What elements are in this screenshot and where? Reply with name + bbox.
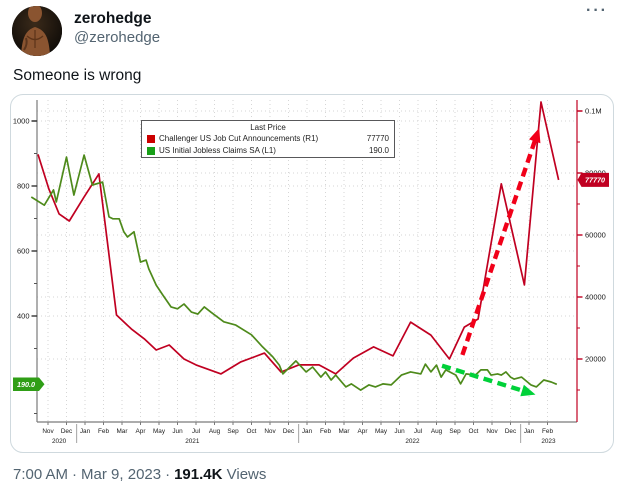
svg-text:Dec: Dec: [505, 428, 517, 435]
series-us-initial-jobless-claims-sa: [30, 154, 558, 391]
svg-text:2020: 2020: [52, 438, 67, 445]
tweet-text: Someone is wrong: [13, 67, 142, 84]
svg-text:400: 400: [17, 312, 30, 321]
legend-label-challenger: Challenger US Job Cut Announcements (R1): [159, 134, 319, 143]
svg-text:Oct: Oct: [469, 428, 479, 435]
left-axis-labels: 1000 800 600 400: [13, 117, 37, 414]
tweet-date: Mar 9, 2023: [81, 466, 162, 483]
more-options-icon[interactable]: ···: [586, 2, 608, 19]
svg-text:Dec: Dec: [61, 428, 73, 435]
svg-text:Jan: Jan: [80, 428, 91, 435]
svg-text:40000: 40000: [585, 292, 606, 301]
legend-swatch-red: [147, 134, 155, 143]
x-axis-labels: Nov Dec Jan Feb Mar Apr May Jun Jul Aug Sep Oct Nov D…: [42, 422, 556, 445]
svg-text:Oct: Oct: [247, 428, 257, 435]
svg-text:20000: 20000: [585, 355, 606, 364]
legend-title: Last Price: [250, 123, 286, 132]
svg-text:Dec: Dec: [283, 428, 295, 435]
svg-text:Jul: Jul: [192, 428, 200, 435]
svg-text:Nov: Nov: [264, 428, 276, 435]
svg-text:2022: 2022: [405, 438, 420, 445]
svg-text:Jun: Jun: [172, 428, 183, 435]
svg-text:Jun: Jun: [394, 428, 405, 435]
views-count: 191.4K: [174, 466, 223, 483]
views-label: Views: [226, 466, 267, 483]
svg-text:Apr: Apr: [358, 428, 369, 435]
avatar[interactable]: [12, 6, 62, 56]
svg-text:77770: 77770: [585, 176, 605, 185]
tweet-header: zerohedge @zerohedge ···: [0, 0, 624, 56]
legend-value-challenger: 77770: [366, 134, 389, 143]
avatar-torso-image: [12, 6, 62, 56]
chart-legend: Last Price Challenger US Job Cut Announc…: [141, 120, 395, 158]
svg-text:Aug: Aug: [431, 428, 443, 435]
svg-text:2021: 2021: [185, 438, 200, 445]
svg-text:Feb: Feb: [542, 428, 553, 435]
svg-text:Feb: Feb: [98, 428, 109, 435]
svg-text:60000: 60000: [585, 230, 606, 239]
legend-row-claims: US Initial Jobless Claims SA (L1) 190.0: [142, 145, 394, 157]
svg-text:May: May: [375, 428, 388, 435]
svg-text:Mar: Mar: [338, 428, 350, 435]
svg-text:Jan: Jan: [524, 428, 535, 435]
legend-value-claims: 190.0: [368, 146, 389, 155]
tweet-meta: 7:00 AM · Mar 9, 2023 · 191.4K Views: [13, 466, 267, 483]
svg-text:Nov: Nov: [42, 428, 54, 435]
svg-text:Jan: Jan: [302, 428, 313, 435]
svg-text:Nov: Nov: [486, 428, 498, 435]
svg-text:Sep: Sep: [227, 428, 239, 435]
legend-label-claims: US Initial Jobless Claims SA (L1): [159, 146, 276, 155]
svg-text:1000: 1000: [13, 117, 30, 126]
svg-text:800: 800: [17, 182, 30, 191]
trend-arrows: [441, 128, 541, 397]
svg-text:0.1M: 0.1M: [585, 106, 602, 115]
svg-text:Sep: Sep: [449, 428, 461, 435]
svg-text:Feb: Feb: [320, 428, 331, 435]
tweet-chart-image[interactable]: 10008006004000.1M80000600004000020000Nov…: [10, 94, 614, 453]
right-axis-labels: 0.1M80000600004000020000: [577, 106, 606, 391]
legend-row-challenger: Challenger US Job Cut Announcements (R1)…: [142, 133, 394, 145]
svg-text:190.0: 190.0: [17, 380, 35, 389]
last-price-badges: 77770 190.0: [13, 172, 609, 392]
svg-text:Apr: Apr: [136, 428, 147, 435]
author-name[interactable]: zerohedge: [74, 10, 152, 27]
svg-text:May: May: [153, 428, 166, 435]
timestamp: 7:00 AM: [13, 466, 69, 483]
svg-text:2023: 2023: [541, 438, 556, 445]
series-lines: [30, 101, 560, 391]
author-handle[interactable]: @zerohedge: [74, 29, 161, 46]
svg-text:600: 600: [17, 247, 30, 256]
legend-swatch-green: [147, 146, 155, 155]
svg-text:Jul: Jul: [414, 428, 422, 435]
svg-text:Aug: Aug: [209, 428, 221, 435]
svg-text:Mar: Mar: [116, 428, 128, 435]
series-challenger-us-job-cut-announcements: [37, 101, 560, 375]
chart-svg: 10008006004000.1M80000600004000020000Nov…: [13, 100, 609, 445]
